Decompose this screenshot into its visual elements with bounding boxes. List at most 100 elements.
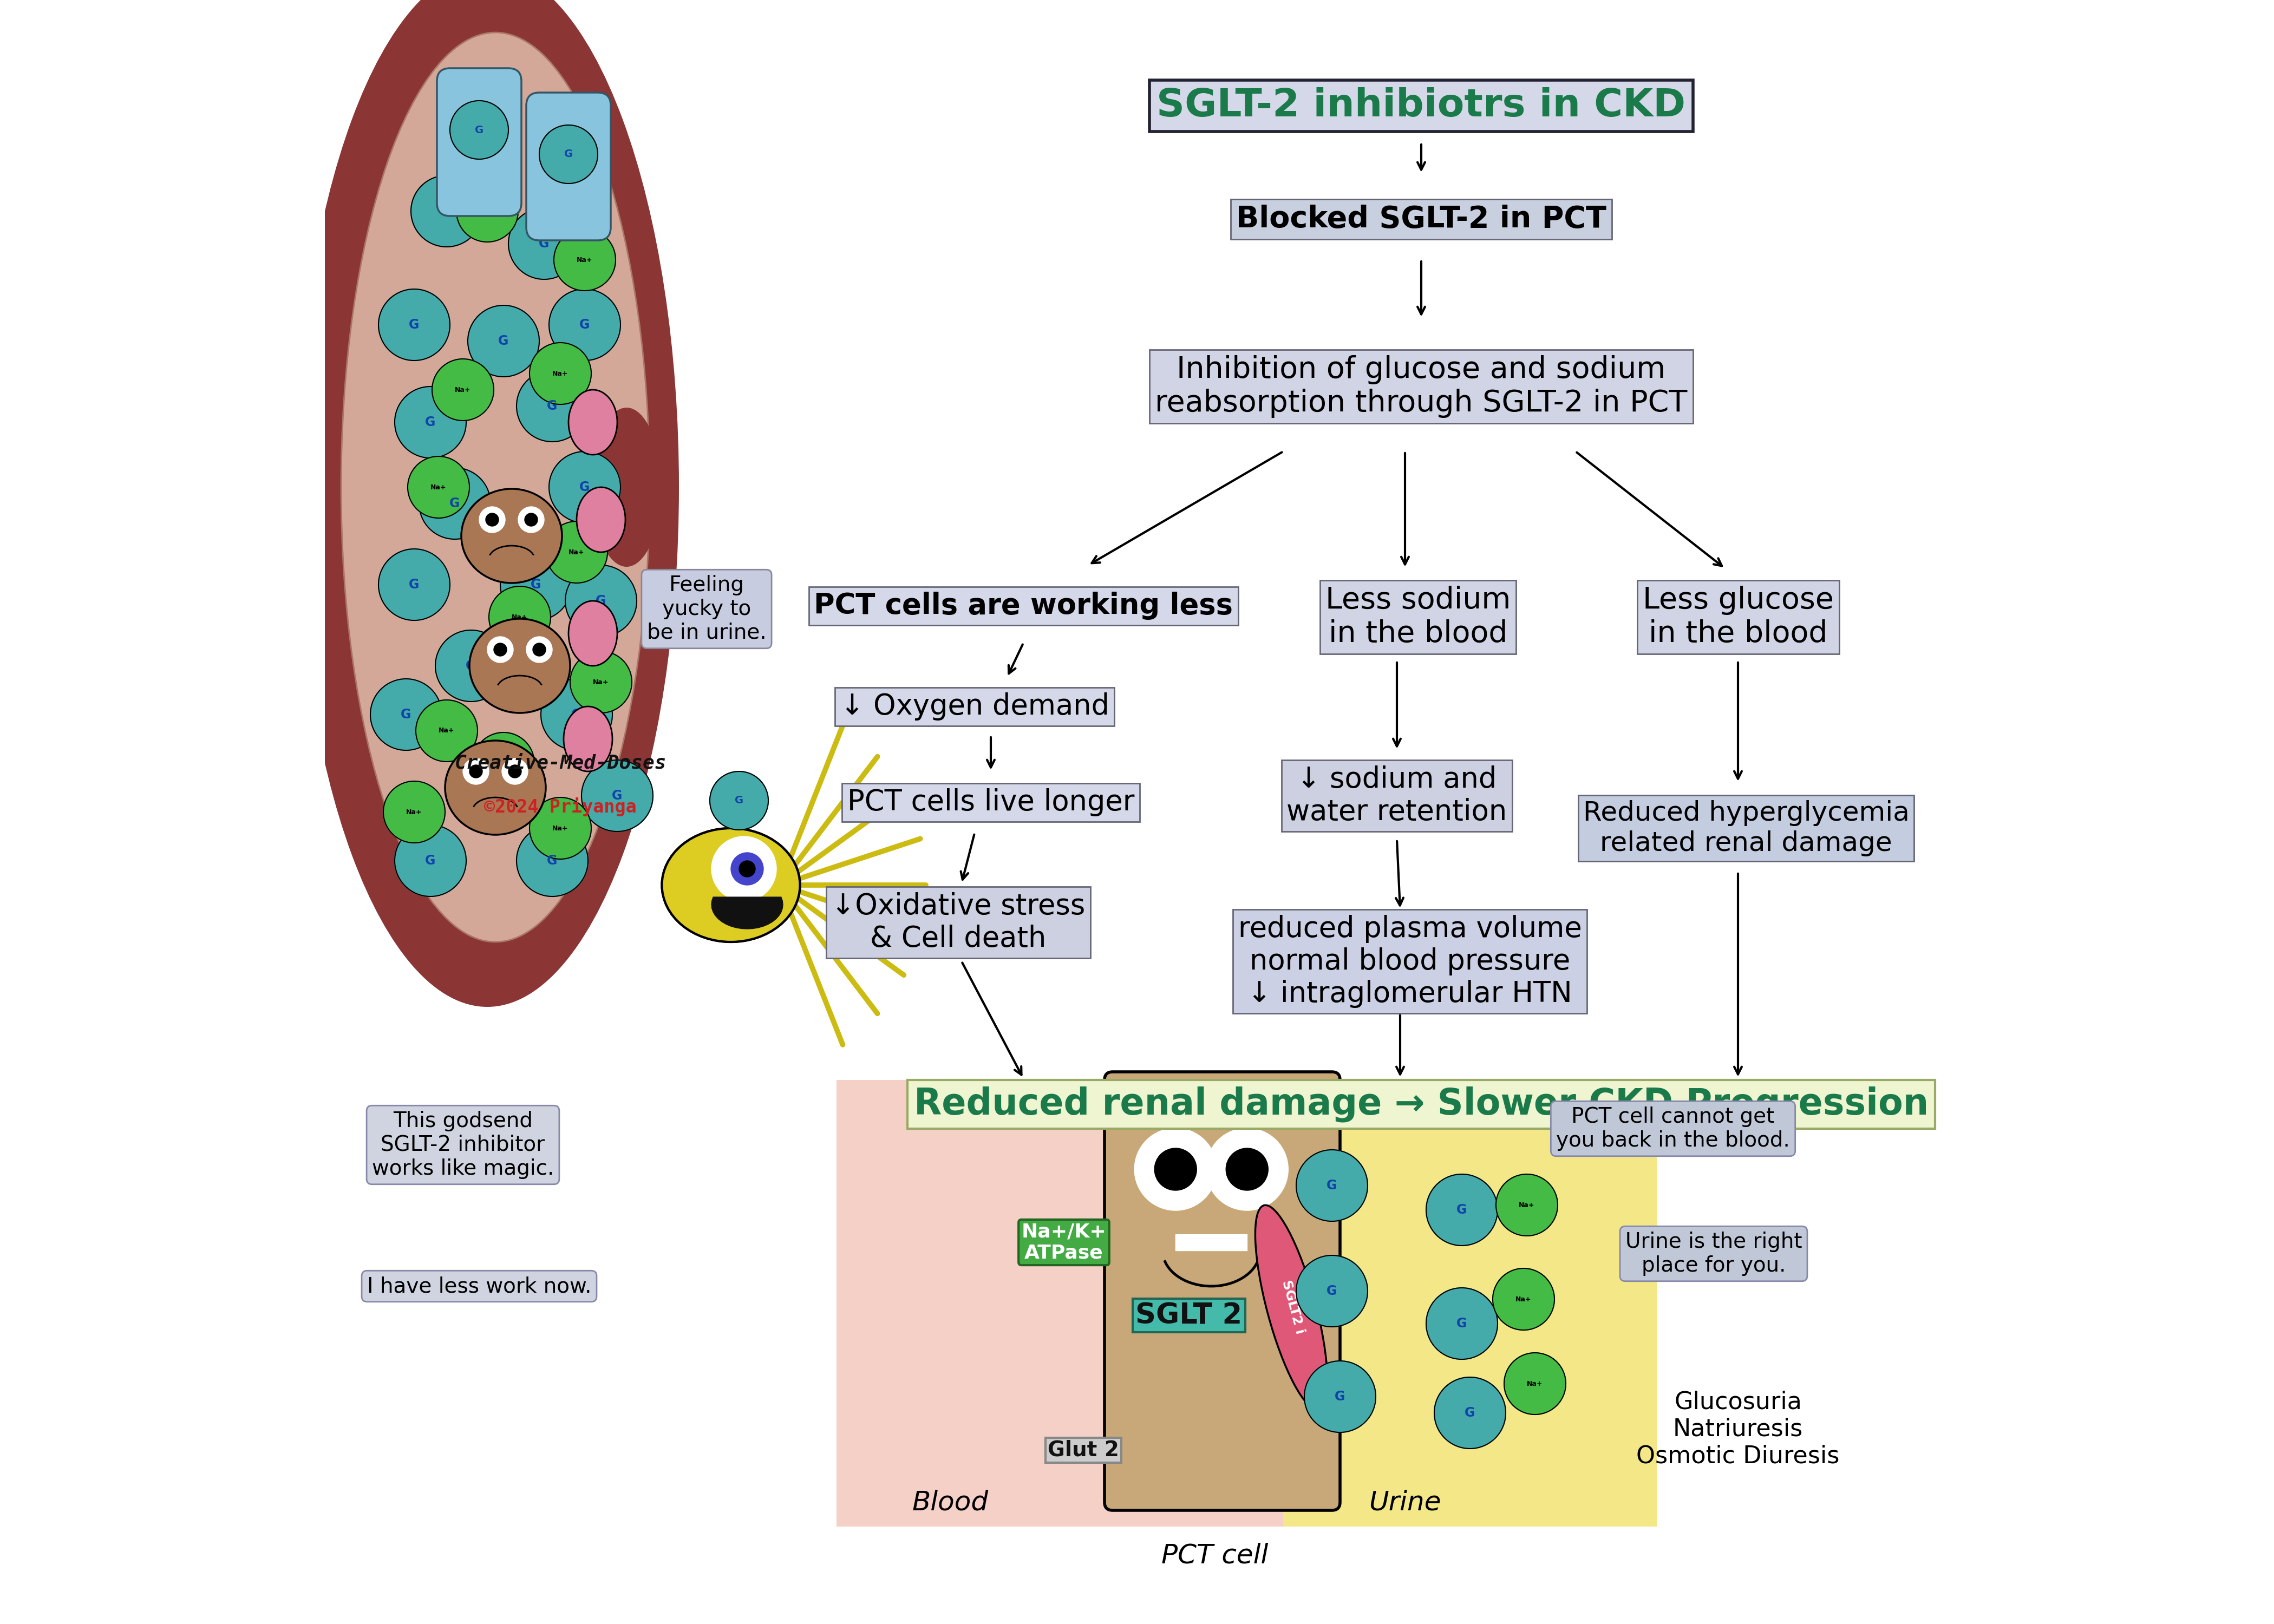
Circle shape — [432, 359, 493, 421]
Text: G: G — [596, 594, 607, 607]
Circle shape — [1207, 1129, 1287, 1210]
Text: Inhibition of glucose and sodium
reabsorption through SGLT-2 in PCT: Inhibition of glucose and sodium reabsor… — [1155, 356, 1687, 417]
Ellipse shape — [591, 408, 662, 567]
Circle shape — [487, 513, 498, 526]
Text: G: G — [564, 149, 573, 159]
Circle shape — [548, 289, 621, 361]
Text: G: G — [425, 854, 437, 867]
Ellipse shape — [578, 487, 625, 552]
Text: G: G — [530, 578, 541, 591]
Text: ↓ Oxygen demand: ↓ Oxygen demand — [839, 692, 1110, 721]
Circle shape — [407, 456, 468, 518]
Text: reduced plasma volume
normal blood pressure
↓ intraglomerular HTN: reduced plasma volume normal blood press… — [1237, 914, 1583, 1009]
Circle shape — [1503, 1353, 1567, 1415]
Ellipse shape — [1255, 1205, 1328, 1410]
Circle shape — [532, 643, 546, 656]
Text: Creative-Med-Doses: Creative-Med-Doses — [455, 754, 666, 773]
Circle shape — [548, 451, 621, 523]
Circle shape — [396, 825, 466, 896]
Text: Na+: Na+ — [455, 387, 471, 393]
Text: G: G — [482, 789, 493, 802]
Circle shape — [468, 305, 539, 377]
Text: PCT cell cannot get
you back in the blood.: PCT cell cannot get you back in the bloo… — [1555, 1106, 1790, 1151]
Circle shape — [489, 586, 550, 648]
Circle shape — [464, 758, 489, 784]
Circle shape — [1426, 1288, 1499, 1359]
FancyBboxPatch shape — [837, 1080, 1283, 1527]
Circle shape — [525, 637, 553, 663]
Ellipse shape — [568, 390, 616, 455]
Circle shape — [509, 208, 580, 279]
Circle shape — [1135, 1129, 1217, 1210]
Text: G: G — [498, 335, 509, 348]
Circle shape — [730, 853, 764, 885]
Text: Na+: Na+ — [439, 728, 455, 734]
Circle shape — [1496, 1174, 1558, 1236]
FancyBboxPatch shape — [437, 68, 521, 216]
Ellipse shape — [468, 619, 571, 713]
Circle shape — [377, 289, 450, 361]
Circle shape — [493, 643, 507, 656]
Text: Na+: Na+ — [553, 825, 568, 831]
Ellipse shape — [568, 601, 616, 666]
Text: Na+: Na+ — [594, 679, 609, 685]
Ellipse shape — [446, 741, 546, 835]
Text: G: G — [425, 416, 437, 429]
Text: G: G — [580, 481, 589, 494]
Text: G: G — [1458, 1203, 1467, 1216]
Circle shape — [1305, 1361, 1376, 1432]
Text: Na+: Na+ — [480, 208, 496, 214]
Text: SGLT-2 inhibiotrs in CKD: SGLT-2 inhibiotrs in CKD — [1157, 86, 1685, 125]
Text: G: G — [409, 578, 418, 591]
Circle shape — [709, 771, 769, 830]
Text: Na+: Na+ — [1514, 1296, 1533, 1302]
Circle shape — [500, 549, 571, 620]
Circle shape — [555, 229, 616, 291]
Text: PCT cell: PCT cell — [1162, 1543, 1269, 1569]
Circle shape — [541, 679, 612, 750]
Circle shape — [1492, 1268, 1555, 1330]
Text: G: G — [1464, 1406, 1476, 1419]
Circle shape — [712, 836, 775, 901]
Text: SGLT2 i: SGLT2 i — [1280, 1280, 1305, 1335]
Text: Na+: Na+ — [553, 370, 568, 377]
Circle shape — [384, 781, 446, 843]
FancyBboxPatch shape — [1283, 1080, 1658, 1527]
Text: Urine: Urine — [1369, 1489, 1442, 1515]
Ellipse shape — [296, 0, 680, 1007]
Text: G: G — [1335, 1390, 1346, 1403]
Text: ©2024 Priyanga: ©2024 Priyanga — [484, 797, 637, 817]
Text: Na+/K+
ATPase: Na+/K+ ATPase — [1021, 1223, 1107, 1262]
Text: Feeling
yucky to
be in urine.: Feeling yucky to be in urine. — [646, 575, 766, 643]
Text: G: G — [548, 854, 557, 867]
Circle shape — [582, 760, 653, 831]
Text: G: G — [450, 497, 459, 510]
Text: G: G — [441, 205, 453, 218]
Circle shape — [396, 387, 466, 458]
Circle shape — [1435, 1377, 1505, 1449]
Text: G: G — [409, 318, 418, 331]
Text: I have less work now.: I have less work now. — [366, 1276, 591, 1296]
Circle shape — [1226, 1148, 1269, 1190]
Circle shape — [450, 101, 509, 159]
Ellipse shape — [564, 706, 612, 771]
Circle shape — [371, 679, 441, 750]
Ellipse shape — [462, 489, 562, 583]
Text: ↓ sodium and
water retention: ↓ sodium and water retention — [1287, 765, 1508, 827]
Text: This godsend
SGLT-2 inhibitor
works like magic.: This godsend SGLT-2 inhibitor works like… — [373, 1111, 555, 1179]
Circle shape — [487, 637, 514, 663]
Circle shape — [434, 630, 507, 702]
Text: ↓Oxidative stress
& Cell death: ↓Oxidative stress & Cell death — [832, 892, 1085, 953]
Circle shape — [457, 180, 518, 242]
Circle shape — [1296, 1150, 1367, 1221]
Text: G: G — [1326, 1285, 1337, 1298]
Circle shape — [525, 513, 537, 526]
Circle shape — [518, 507, 543, 533]
Ellipse shape — [662, 828, 800, 942]
Circle shape — [503, 758, 528, 784]
Circle shape — [453, 760, 523, 831]
Circle shape — [480, 507, 505, 533]
Circle shape — [739, 861, 755, 877]
Circle shape — [473, 732, 534, 794]
Circle shape — [571, 651, 632, 713]
